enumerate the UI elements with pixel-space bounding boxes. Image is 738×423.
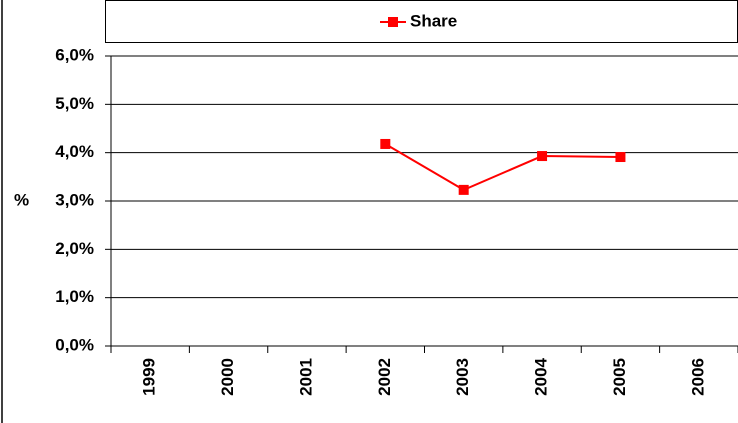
series-marker: [380, 138, 391, 149]
x-tick-label: 2002: [375, 358, 394, 396]
y-tick-label: 1,0%: [55, 287, 94, 306]
x-tick-label: 2006: [688, 358, 707, 396]
y-tick-label: 2,0%: [55, 239, 94, 258]
series-marker: [537, 151, 548, 162]
y-tick-label: 4,0%: [55, 142, 94, 161]
y-tick-label: 5,0%: [55, 94, 94, 113]
series-line: [384, 143, 621, 192]
legend-label: Share: [410, 11, 457, 30]
y-axis-label: %: [14, 190, 29, 209]
y-tick-label: 0,0%: [55, 335, 94, 354]
y-tick-label: 3,0%: [55, 190, 94, 209]
x-tick-label: 2004: [532, 357, 551, 395]
legend-marker: [388, 17, 398, 27]
y-tick-label: 6,0%: [55, 45, 94, 64]
x-tick-label: 2005: [610, 358, 629, 396]
x-tick-label: 2003: [453, 358, 472, 396]
x-tick-label: 1999: [140, 358, 159, 396]
x-tick-label: 2000: [218, 358, 237, 396]
legend-box: [105, 0, 738, 43]
series-marker: [458, 184, 469, 195]
series-marker: [615, 152, 626, 163]
x-tick-label: 2001: [296, 358, 315, 396]
